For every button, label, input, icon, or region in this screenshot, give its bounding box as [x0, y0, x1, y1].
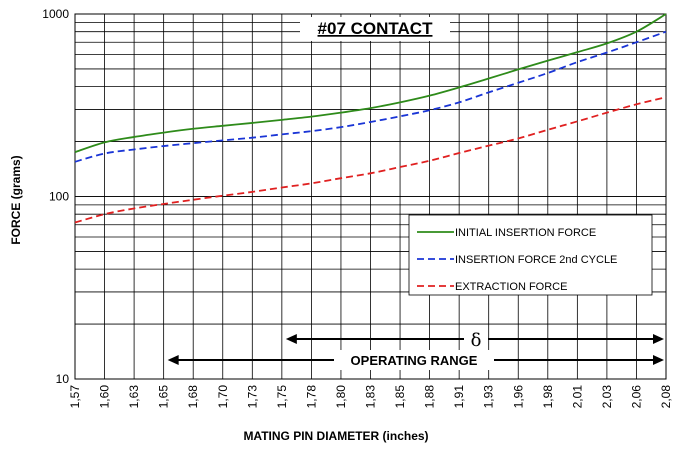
x-tick-label: 1,85: [393, 385, 407, 409]
series-line-0: [74, 13, 667, 154]
operating-range-label-bg: [334, 350, 494, 370]
grid-lines: [74, 13, 667, 380]
x-tick-label: 1,93: [482, 385, 496, 409]
legend-label: INITIAL INSERTION FORCE: [455, 227, 596, 239]
series-line-1: [74, 30, 667, 163]
x-tick-label: 1,73: [245, 385, 259, 409]
y-tick-label: 100: [49, 190, 69, 204]
x-tick-label: 1,91: [452, 385, 466, 409]
y-tick-labels: 10 100 1000: [42, 7, 69, 386]
delta-label-bg: [464, 327, 488, 351]
x-axis-title: MATING PIN DIAMETER (inches): [243, 429, 428, 443]
legend-label: INSERTION FORCE 2nd CYCLE: [455, 254, 617, 266]
y-tick-label: 1000: [42, 7, 69, 21]
title-background: [300, 17, 450, 41]
x-tick-label: 2,03: [600, 385, 614, 409]
y-tick-label: 10: [56, 372, 70, 386]
x-tick-label: 1,96: [511, 385, 525, 409]
legend: INITIAL INSERTION FORCE INSERTION FORCE 2…: [408, 214, 653, 296]
series-lines: [74, 13, 667, 224]
x-tick-label: 1,83: [364, 385, 378, 409]
x-tick-label: 2,08: [659, 385, 673, 409]
legend-label: EXTRACTION FORCE: [455, 281, 567, 293]
x-tick-label: 1,65: [157, 385, 171, 409]
x-tick-label: 1,78: [304, 385, 318, 409]
x-tick-label: 1,57: [68, 385, 82, 409]
operating-range-label: OPERATING RANGE: [351, 353, 478, 368]
chart-title: #07 CONTACT: [318, 19, 434, 38]
x-tick-label: 1,60: [98, 385, 112, 409]
x-tick-label: 2,01: [570, 385, 584, 409]
x-tick-label: 1,63: [127, 385, 141, 409]
x-tick-label: 1,88: [423, 385, 437, 409]
x-tick-label: 1,75: [275, 385, 289, 409]
x-tick-label: 1,98: [541, 385, 555, 409]
x-tick-labels: 1,57 1,60 1,63 1,65 1,68 1,70 1,73 1,75 1,78 1,80…: [68, 385, 673, 409]
x-tick-label: 1,68: [186, 385, 200, 409]
annotations: δ OPERATING RANGE: [167, 327, 664, 370]
operating-range-arrow-head-left: [167, 355, 179, 365]
x-tick-label: 2,06: [629, 385, 643, 409]
x-tick-label: 1,70: [216, 385, 230, 409]
plot-border: [74, 13, 667, 380]
y-axis-title: FORCE (grams): [9, 155, 23, 244]
legend-box: [408, 214, 653, 296]
series-line-2: [74, 96, 667, 224]
delta-label: δ: [471, 330, 482, 351]
delta-arrow-head-left: [285, 334, 297, 344]
x-tick-label: 1,80: [334, 385, 348, 409]
delta-arrow-head-right: [653, 334, 664, 344]
operating-range-arrow-head-right: [653, 355, 664, 365]
